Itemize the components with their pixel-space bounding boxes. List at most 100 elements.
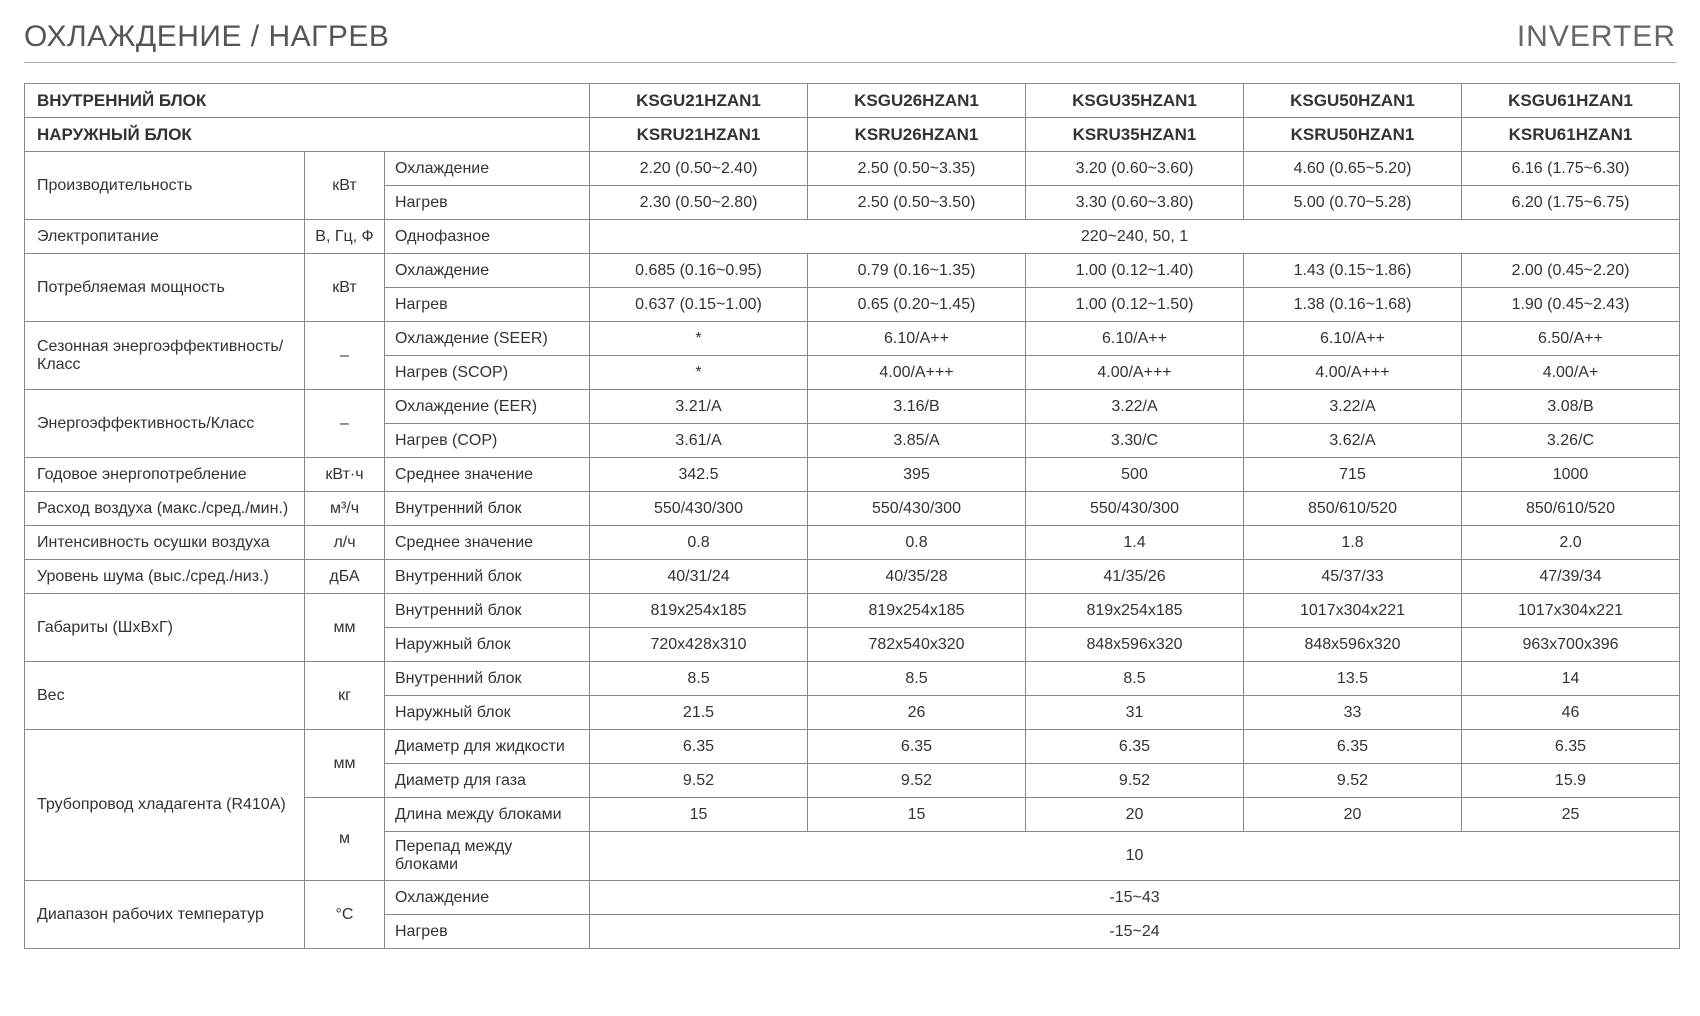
value-cell-4: 6.20 (1.75~6.75) bbox=[1462, 186, 1680, 220]
value-cell-1: 2.50 (0.50~3.35) bbox=[808, 152, 1026, 186]
value-cell-2: 9.52 bbox=[1026, 764, 1244, 798]
value-cell-4: 14 bbox=[1462, 662, 1680, 696]
value-cell-1: 6.10/A++ bbox=[808, 322, 1026, 356]
value-cell-1: 4.00/A+++ bbox=[808, 356, 1026, 390]
sub-cell: Внутренний блок bbox=[385, 492, 590, 526]
header-outdoor: НАРУЖНЫЙ БЛОКKSRU21HZAN1KSRU26HZAN1KSRU3… bbox=[25, 118, 1680, 152]
unit-cell: °C bbox=[305, 881, 385, 949]
spec-row-11: Интенсивность осушки воздухал/чСреднее з… bbox=[25, 526, 1680, 560]
value-cell-2: 6.35 bbox=[1026, 730, 1244, 764]
label-outdoor: НАРУЖНЫЙ БЛОК bbox=[25, 118, 590, 152]
spec-row-0: ПроизводительностькВтОхлаждение2.20 (0.5… bbox=[25, 152, 1680, 186]
value-cell-3: 3.22/A bbox=[1244, 390, 1462, 424]
value-cell-4: 6.35 bbox=[1462, 730, 1680, 764]
value-cell-4: 47/39/34 bbox=[1462, 560, 1680, 594]
model-indoor-3: KSGU50HZAN1 bbox=[1244, 84, 1462, 118]
value-cell-4: 6.50/A++ bbox=[1462, 322, 1680, 356]
value-cell-3: 4.60 (0.65~5.20) bbox=[1244, 152, 1462, 186]
value-cell-2: 1.00 (0.12~1.40) bbox=[1026, 254, 1244, 288]
value-cell-0: 21.5 bbox=[590, 696, 808, 730]
value-cell-0: * bbox=[590, 322, 808, 356]
spec-row-15: ВескгВнутренний блок8.58.58.513.514 bbox=[25, 662, 1680, 696]
value-cell-3: 848x596x320 bbox=[1244, 628, 1462, 662]
model-indoor-4: KSGU61HZAN1 bbox=[1462, 84, 1680, 118]
value-cell-1: 3.85/A bbox=[808, 424, 1026, 458]
value-cell-0: 9.52 bbox=[590, 764, 808, 798]
value-cell-0: 6.35 bbox=[590, 730, 808, 764]
value-cell-2: 550/430/300 bbox=[1026, 492, 1244, 526]
value-cell-1: 3.16/B bbox=[808, 390, 1026, 424]
sub-cell: Охлаждение bbox=[385, 152, 590, 186]
value-cell-2: 8.5 bbox=[1026, 662, 1244, 696]
model-indoor-0: KSGU21HZAN1 bbox=[590, 84, 808, 118]
label-indoor: ВНУТРЕННИЙ БЛОК bbox=[25, 84, 590, 118]
value-span-cell: 220~240, 50, 1 bbox=[590, 220, 1680, 254]
unit-cell: – bbox=[305, 390, 385, 458]
value-cell-3: 5.00 (0.70~5.28) bbox=[1244, 186, 1462, 220]
value-cell-2: 3.22/A bbox=[1026, 390, 1244, 424]
sub-cell: Наружный блок bbox=[385, 696, 590, 730]
value-cell-3: 9.52 bbox=[1244, 764, 1462, 798]
value-cell-2: 500 bbox=[1026, 458, 1244, 492]
value-span-cell: -15~24 bbox=[590, 915, 1680, 949]
value-cell-0: 8.5 bbox=[590, 662, 808, 696]
value-cell-4: 1017x304x221 bbox=[1462, 594, 1680, 628]
unit-cell: дБА bbox=[305, 560, 385, 594]
value-cell-2: 819x254x185 bbox=[1026, 594, 1244, 628]
value-cell-4: 2.0 bbox=[1462, 526, 1680, 560]
value-cell-1: 26 bbox=[808, 696, 1026, 730]
spec-table: ВНУТРЕННИЙ БЛОКKSGU21HZAN1KSGU26HZAN1KSG… bbox=[24, 83, 1680, 949]
unit-cell: мм bbox=[305, 730, 385, 798]
model-outdoor-1: KSRU26HZAN1 bbox=[808, 118, 1026, 152]
value-cell-3: 45/37/33 bbox=[1244, 560, 1462, 594]
sub-cell: Охлаждение (SEER) bbox=[385, 322, 590, 356]
spec-row-17: Трубопровод хладагента (R410A)ммДиаметр … bbox=[25, 730, 1680, 764]
value-cell-1: 395 bbox=[808, 458, 1026, 492]
param-cell: Габариты (ШхВхГ) bbox=[25, 594, 305, 662]
value-cell-0: 342.5 bbox=[590, 458, 808, 492]
value-cell-0: 819x254x185 bbox=[590, 594, 808, 628]
value-cell-4: 963x700x396 bbox=[1462, 628, 1680, 662]
value-cell-3: 4.00/A+++ bbox=[1244, 356, 1462, 390]
value-cell-0: 0.637 (0.15~1.00) bbox=[590, 288, 808, 322]
page-header: ОХЛАЖДЕНИЕ / НАГРЕВ INVERTER bbox=[24, 20, 1676, 63]
value-cell-2: 1.4 bbox=[1026, 526, 1244, 560]
unit-cell: л/ч bbox=[305, 526, 385, 560]
value-cell-1: 6.35 bbox=[808, 730, 1026, 764]
sub-cell: Внутренний блок bbox=[385, 662, 590, 696]
spec-row-5: Сезонная энергоэффективность/Класс–Охлаж… bbox=[25, 322, 1680, 356]
value-cell-0: * bbox=[590, 356, 808, 390]
unit-cell: – bbox=[305, 322, 385, 390]
value-cell-0: 3.61/A bbox=[590, 424, 808, 458]
param-cell: Электропитание bbox=[25, 220, 305, 254]
value-cell-4: 1.90 (0.45~2.43) bbox=[1462, 288, 1680, 322]
sub-cell: Однофазное bbox=[385, 220, 590, 254]
value-cell-1: 8.5 bbox=[808, 662, 1026, 696]
spec-row-13: Габариты (ШхВхГ)ммВнутренний блок819x254… bbox=[25, 594, 1680, 628]
sub-cell: Среднее значение bbox=[385, 458, 590, 492]
value-cell-0: 3.21/A bbox=[590, 390, 808, 424]
value-cell-1: 0.79 (0.16~1.35) bbox=[808, 254, 1026, 288]
value-cell-3: 6.35 bbox=[1244, 730, 1462, 764]
param-cell: Производительность bbox=[25, 152, 305, 220]
value-span-cell: 10 bbox=[590, 832, 1680, 881]
value-cell-0: 720x428x310 bbox=[590, 628, 808, 662]
value-cell-0: 0.685 (0.16~0.95) bbox=[590, 254, 808, 288]
value-cell-2: 3.30 (0.60~3.80) bbox=[1026, 186, 1244, 220]
value-cell-4: 1000 bbox=[1462, 458, 1680, 492]
sub-cell: Нагрев bbox=[385, 915, 590, 949]
spec-row-2: ЭлектропитаниеВ, Гц, ФОднофазное220~240,… bbox=[25, 220, 1680, 254]
model-outdoor-4: KSRU61HZAN1 bbox=[1462, 118, 1680, 152]
value-cell-2: 20 bbox=[1026, 798, 1244, 832]
value-cell-4: 46 bbox=[1462, 696, 1680, 730]
value-span-cell: -15~43 bbox=[590, 881, 1680, 915]
value-cell-4: 25 bbox=[1462, 798, 1680, 832]
param-cell: Потребляемая мощность bbox=[25, 254, 305, 322]
value-cell-1: 9.52 bbox=[808, 764, 1026, 798]
value-cell-3: 850/610/520 bbox=[1244, 492, 1462, 526]
param-cell: Сезонная энергоэффективность/Класс bbox=[25, 322, 305, 390]
model-outdoor-2: KSRU35HZAN1 bbox=[1026, 118, 1244, 152]
value-cell-1: 819x254x185 bbox=[808, 594, 1026, 628]
value-cell-1: 0.8 bbox=[808, 526, 1026, 560]
model-indoor-2: KSGU35HZAN1 bbox=[1026, 84, 1244, 118]
